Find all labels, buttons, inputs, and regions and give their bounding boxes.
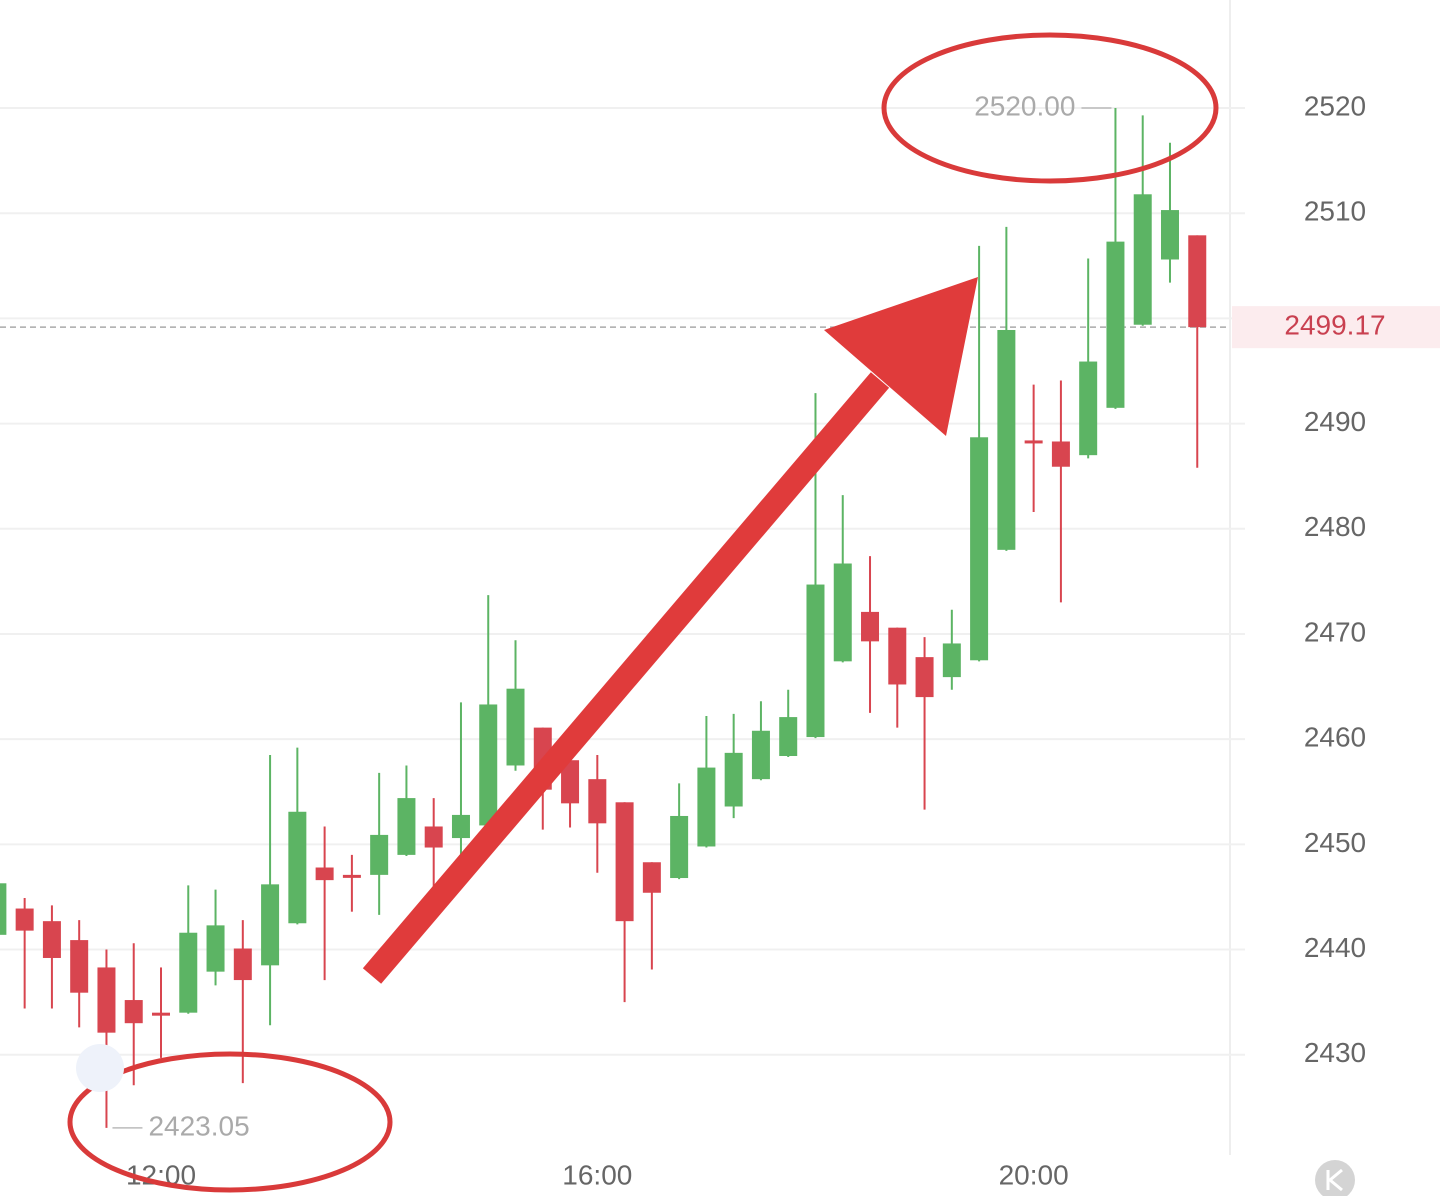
candle-body — [261, 884, 280, 966]
last-price-background — [1232, 306, 1440, 349]
candle-body — [833, 563, 852, 662]
candle-body — [1024, 440, 1043, 444]
logo-glyph — [1326, 1168, 1343, 1192]
candle-body — [424, 826, 443, 848]
candle-body — [806, 584, 825, 738]
y-tick-label: 2450 — [1304, 827, 1366, 858]
candle-body — [615, 802, 634, 922]
candle-body — [1051, 441, 1070, 467]
candle-body — [1160, 210, 1179, 260]
last-price-label: 2499.17 — [1284, 310, 1385, 341]
candle-body — [288, 811, 307, 924]
candle-body — [942, 643, 961, 678]
candle-body — [997, 329, 1016, 550]
candle-body — [670, 815, 689, 879]
candles-layer — [0, 108, 1207, 1128]
arrow-head — [824, 277, 978, 436]
candle-body — [233, 948, 252, 981]
y-tick-label: 2470 — [1304, 616, 1366, 647]
candle-body — [642, 862, 661, 893]
high-marker-label: 2520.00 — [974, 90, 1075, 121]
y-tick-label: 2480 — [1304, 511, 1366, 542]
candle-body — [1106, 241, 1125, 408]
candle-body — [724, 752, 743, 807]
candle-body — [124, 1000, 143, 1024]
candle-body — [1079, 361, 1098, 456]
highlight-oval — [881, 32, 1219, 184]
y-tick-label: 2520 — [1304, 90, 1366, 121]
annotations — [67, 32, 1219, 1193]
candle-body — [861, 611, 880, 642]
x-tick-label: 20:00 — [999, 1159, 1069, 1190]
candle-body — [506, 688, 525, 766]
candle-body — [451, 814, 470, 839]
candle-body — [588, 779, 607, 824]
candle-body — [697, 767, 716, 847]
candle-body — [751, 730, 770, 780]
candle-body — [561, 760, 580, 804]
candle-body — [97, 967, 116, 1033]
candle-body — [70, 940, 89, 993]
candle-body — [152, 1012, 170, 1016]
candle-body — [315, 867, 334, 881]
candle-body — [1188, 235, 1207, 328]
low-marker-label: 2423.05 — [148, 1110, 249, 1141]
candle-body — [42, 921, 61, 958]
candle-body — [179, 932, 198, 1013]
candle-body — [342, 874, 361, 878]
candle-body — [479, 704, 498, 826]
logo-icon — [1315, 1160, 1355, 1196]
zoom-icon — [76, 1044, 124, 1092]
y-tick-label: 2460 — [1304, 722, 1366, 753]
candle-body — [206, 925, 225, 972]
highlight-oval — [67, 1051, 393, 1193]
x-tick-label: 16:00 — [562, 1159, 632, 1190]
candle-body — [0, 883, 7, 935]
candle-body — [15, 908, 34, 931]
candle-body — [779, 717, 798, 757]
candle-body — [397, 798, 416, 855]
candle-body — [370, 834, 389, 875]
app-icons — [76, 1044, 1355, 1196]
y-tick-label: 2510 — [1304, 196, 1366, 227]
candle-body — [970, 437, 989, 661]
y-tick-label: 2490 — [1304, 406, 1366, 437]
candle-body — [1133, 194, 1152, 325]
y-tick-label: 2430 — [1304, 1037, 1366, 1068]
candle-body — [888, 627, 907, 685]
y-tick-label: 2440 — [1304, 932, 1366, 963]
candle-body — [915, 657, 934, 698]
arrow-shaft — [362, 372, 890, 984]
